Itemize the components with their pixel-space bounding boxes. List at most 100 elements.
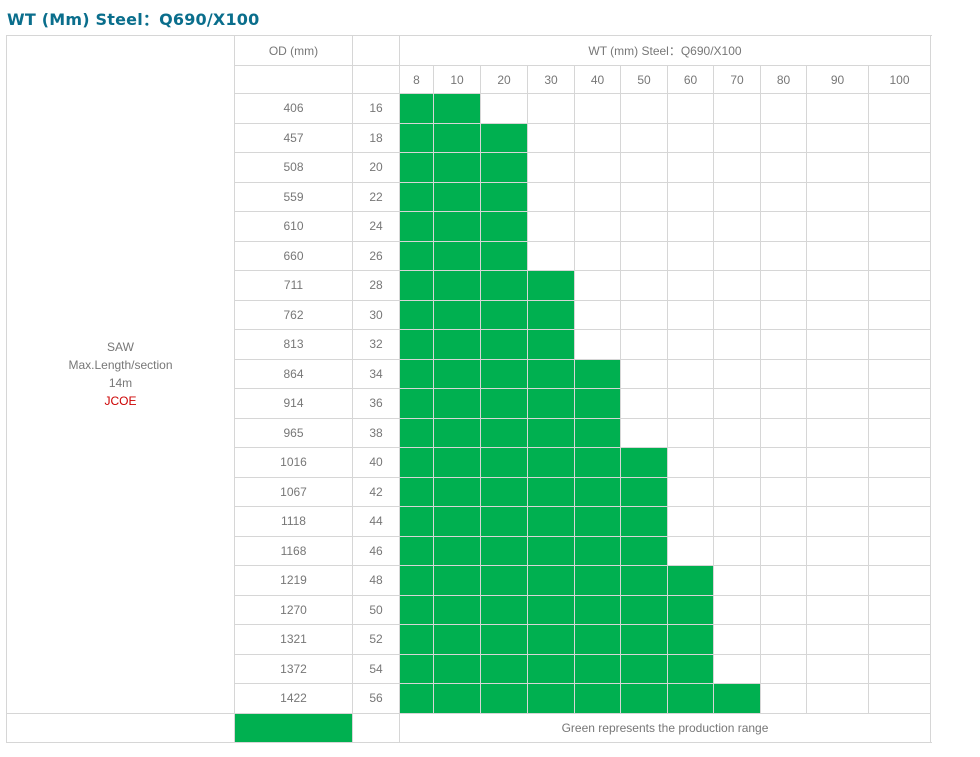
table-row: 406 16 <box>7 93 931 124</box>
size-value: 40 <box>352 447 400 478</box>
od-value: 1016 <box>234 447 353 478</box>
empty-cell <box>868 476 931 507</box>
production-cell <box>480 211 528 242</box>
empty-cell <box>760 211 807 242</box>
empty-cell <box>713 211 761 242</box>
empty-cell <box>574 152 621 183</box>
empty-cell <box>667 240 714 271</box>
empty-cell <box>760 653 807 684</box>
production-cell <box>667 653 714 684</box>
empty-cell <box>806 211 869 242</box>
empty-cell <box>868 535 931 566</box>
process-line: 14m <box>108 376 133 391</box>
size-value: 46 <box>352 535 400 566</box>
empty-cell <box>667 93 714 124</box>
production-cell <box>480 358 528 389</box>
production-cell <box>480 447 528 478</box>
production-cell <box>527 417 575 448</box>
production-cell <box>667 565 714 596</box>
size-value: 44 <box>352 506 400 537</box>
table-row: 914 36 <box>7 388 931 419</box>
od-value: 1118 <box>234 506 353 537</box>
empty-cell <box>667 506 714 537</box>
empty-cell <box>713 565 761 596</box>
empty-cell <box>620 93 668 124</box>
production-cell <box>480 683 528 714</box>
production-cell <box>527 653 575 684</box>
footer-blank <box>6 712 235 743</box>
production-cell <box>433 388 481 419</box>
empty-cell <box>667 535 714 566</box>
empty-cell <box>806 329 869 360</box>
empty-cell <box>574 299 621 330</box>
empty-cell <box>713 417 761 448</box>
production-cell <box>399 653 434 684</box>
empty-cell <box>713 93 761 124</box>
empty-cell <box>760 624 807 655</box>
empty-cell <box>868 417 931 448</box>
production-cell <box>433 535 481 566</box>
production-cell <box>527 329 575 360</box>
production-cell <box>527 388 575 419</box>
empty-cell <box>806 270 869 301</box>
production-cell <box>667 594 714 625</box>
production-cell <box>480 181 528 212</box>
wt-column-header: 80 <box>760 65 807 94</box>
production-cell <box>480 506 528 537</box>
size-value: 56 <box>352 683 400 714</box>
production-cell <box>620 535 668 566</box>
production-cell <box>399 240 434 271</box>
od-value: 559 <box>234 181 353 212</box>
empty-cell <box>868 388 931 419</box>
empty-cell <box>620 388 668 419</box>
empty-cell <box>806 388 869 419</box>
empty-cell <box>806 565 869 596</box>
production-cell <box>399 270 434 301</box>
wt-column-header: 90 <box>806 65 869 94</box>
empty-cell <box>574 122 621 153</box>
empty-cell <box>713 447 761 478</box>
empty-cell <box>806 683 869 714</box>
size-value: 22 <box>352 181 400 212</box>
empty-cell <box>713 299 761 330</box>
empty-cell <box>868 624 931 655</box>
empty-cell <box>713 653 761 684</box>
production-cell <box>480 240 528 271</box>
empty-cell <box>806 240 869 271</box>
empty-cell <box>760 181 807 212</box>
od-value: 1219 <box>234 565 353 596</box>
size-value: 42 <box>352 476 400 507</box>
od-value: 1270 <box>234 594 353 625</box>
od-value: 1422 <box>234 683 353 714</box>
od-value: 914 <box>234 388 353 419</box>
size-value: 26 <box>352 240 400 271</box>
empty-cell <box>620 122 668 153</box>
production-cell <box>433 240 481 271</box>
production-cell <box>480 565 528 596</box>
od-value: 762 <box>234 299 353 330</box>
production-cell <box>399 152 434 183</box>
production-cell <box>620 447 668 478</box>
empty-cell <box>868 594 931 625</box>
table-row: 559 22 <box>7 181 931 212</box>
wt-column-header: 70 <box>713 65 761 94</box>
production-cell <box>574 594 621 625</box>
empty-cell <box>667 329 714 360</box>
production-cell <box>480 476 528 507</box>
size-value: 54 <box>352 653 400 684</box>
empty-cell <box>574 329 621 360</box>
production-cell <box>399 388 434 419</box>
empty-cell <box>667 299 714 330</box>
empty-cell <box>806 447 869 478</box>
size-value: 20 <box>352 152 400 183</box>
empty-cell <box>713 388 761 419</box>
table-row: 762 30 <box>7 299 931 330</box>
empty-cell <box>574 181 621 212</box>
empty-cell <box>527 93 575 124</box>
empty-cell <box>760 122 807 153</box>
wt-column-header: 20 <box>480 65 528 94</box>
production-cell <box>574 506 621 537</box>
empty-cell <box>868 181 931 212</box>
empty-cell <box>667 211 714 242</box>
size-value: 52 <box>352 624 400 655</box>
